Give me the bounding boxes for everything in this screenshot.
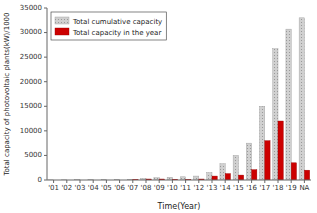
x-tick xyxy=(159,180,160,183)
bar xyxy=(233,155,238,180)
legend-label: Total capacity in the year xyxy=(72,29,161,37)
x-tick xyxy=(251,180,252,183)
x-tick xyxy=(119,180,120,183)
x-tick-label: NA xyxy=(299,184,309,192)
x-tick xyxy=(132,180,133,183)
y-tick-label: 20000 xyxy=(20,78,42,86)
bar xyxy=(252,170,257,180)
x-tick xyxy=(185,180,186,183)
y-tick xyxy=(44,106,47,107)
y-tick xyxy=(44,8,47,9)
x-tick-label: '10 xyxy=(167,184,178,192)
x-tick xyxy=(80,180,81,183)
legend: Total cumulative capacity Total capacity … xyxy=(51,12,166,40)
bar xyxy=(304,170,309,180)
x-tick-label: '12 xyxy=(193,184,204,192)
y-tick-label: 25000 xyxy=(20,53,42,61)
x-axis xyxy=(47,180,311,181)
x-tick xyxy=(93,180,94,183)
y-tick-label: 30000 xyxy=(20,28,42,36)
y-tick-label: 5000 xyxy=(24,151,42,159)
x-tick-label: '18 xyxy=(273,184,284,192)
x-tick xyxy=(291,180,292,183)
y-tick xyxy=(44,180,47,181)
y-tick xyxy=(44,57,47,58)
y-tick xyxy=(44,155,47,156)
bar xyxy=(299,18,304,180)
x-tick-label: '11 xyxy=(180,184,191,192)
legend-swatch xyxy=(55,17,69,24)
bar xyxy=(207,173,212,180)
y-tick xyxy=(44,130,47,131)
x-tick xyxy=(198,180,199,183)
x-tick-label: '09 xyxy=(154,184,165,192)
y-axis-label: Total capacity of photovoltaic plants(kW… xyxy=(3,12,11,176)
bar xyxy=(225,174,230,180)
x-tick xyxy=(278,180,279,183)
x-tick-label: '08 xyxy=(141,184,152,192)
x-tick-label: '01 xyxy=(48,184,59,192)
y-tick xyxy=(44,32,47,33)
x-tick-label: '16 xyxy=(246,184,257,192)
x-tick xyxy=(66,180,67,183)
x-tick xyxy=(172,180,173,183)
x-tick xyxy=(106,180,107,183)
bar xyxy=(238,175,243,180)
bars xyxy=(48,18,309,180)
y-tick-label: 35000 xyxy=(20,4,42,12)
bar xyxy=(273,49,278,180)
x-tick xyxy=(146,180,147,183)
y-tick-label: 0 xyxy=(38,176,42,184)
x-tick-label: '06 xyxy=(114,184,125,192)
legend-swatch xyxy=(55,28,69,35)
x-tick xyxy=(212,180,213,183)
x-tick-label: '03 xyxy=(75,184,86,192)
x-axis-label: Time(Year) xyxy=(157,202,201,211)
x-tick xyxy=(238,180,239,183)
x-tick xyxy=(53,180,54,183)
bar xyxy=(212,176,217,180)
bar xyxy=(278,121,283,180)
legend-frame xyxy=(51,12,166,40)
y-tick-label: 10000 xyxy=(20,127,42,135)
x-tick xyxy=(304,180,305,183)
bar xyxy=(246,143,251,180)
x-tick xyxy=(225,180,226,183)
x-tick xyxy=(264,180,265,183)
bar xyxy=(265,141,270,180)
bar xyxy=(286,29,291,180)
x-tick-label: '15 xyxy=(233,184,244,192)
x-tick-label: '19 xyxy=(286,184,297,192)
bar xyxy=(291,163,296,180)
y-tick xyxy=(44,81,47,82)
bar xyxy=(220,164,225,180)
y-axis xyxy=(47,8,48,180)
y-tick-label: 15000 xyxy=(20,102,42,110)
x-tick-label: '14 xyxy=(220,184,231,192)
x-tick-label: '05 xyxy=(101,184,112,192)
x-tick-label: '04 xyxy=(88,184,99,192)
chart: 05000100001500020000250003000035000'01'0… xyxy=(0,0,317,213)
legend-label: Total cumulative capacity xyxy=(72,18,162,26)
x-tick-label: '02 xyxy=(61,184,72,192)
bar xyxy=(260,106,265,180)
x-tick-label: '07 xyxy=(127,184,138,192)
bar xyxy=(194,176,199,180)
x-tick-label: '13 xyxy=(207,184,218,192)
x-tick-label: '17 xyxy=(259,184,270,192)
